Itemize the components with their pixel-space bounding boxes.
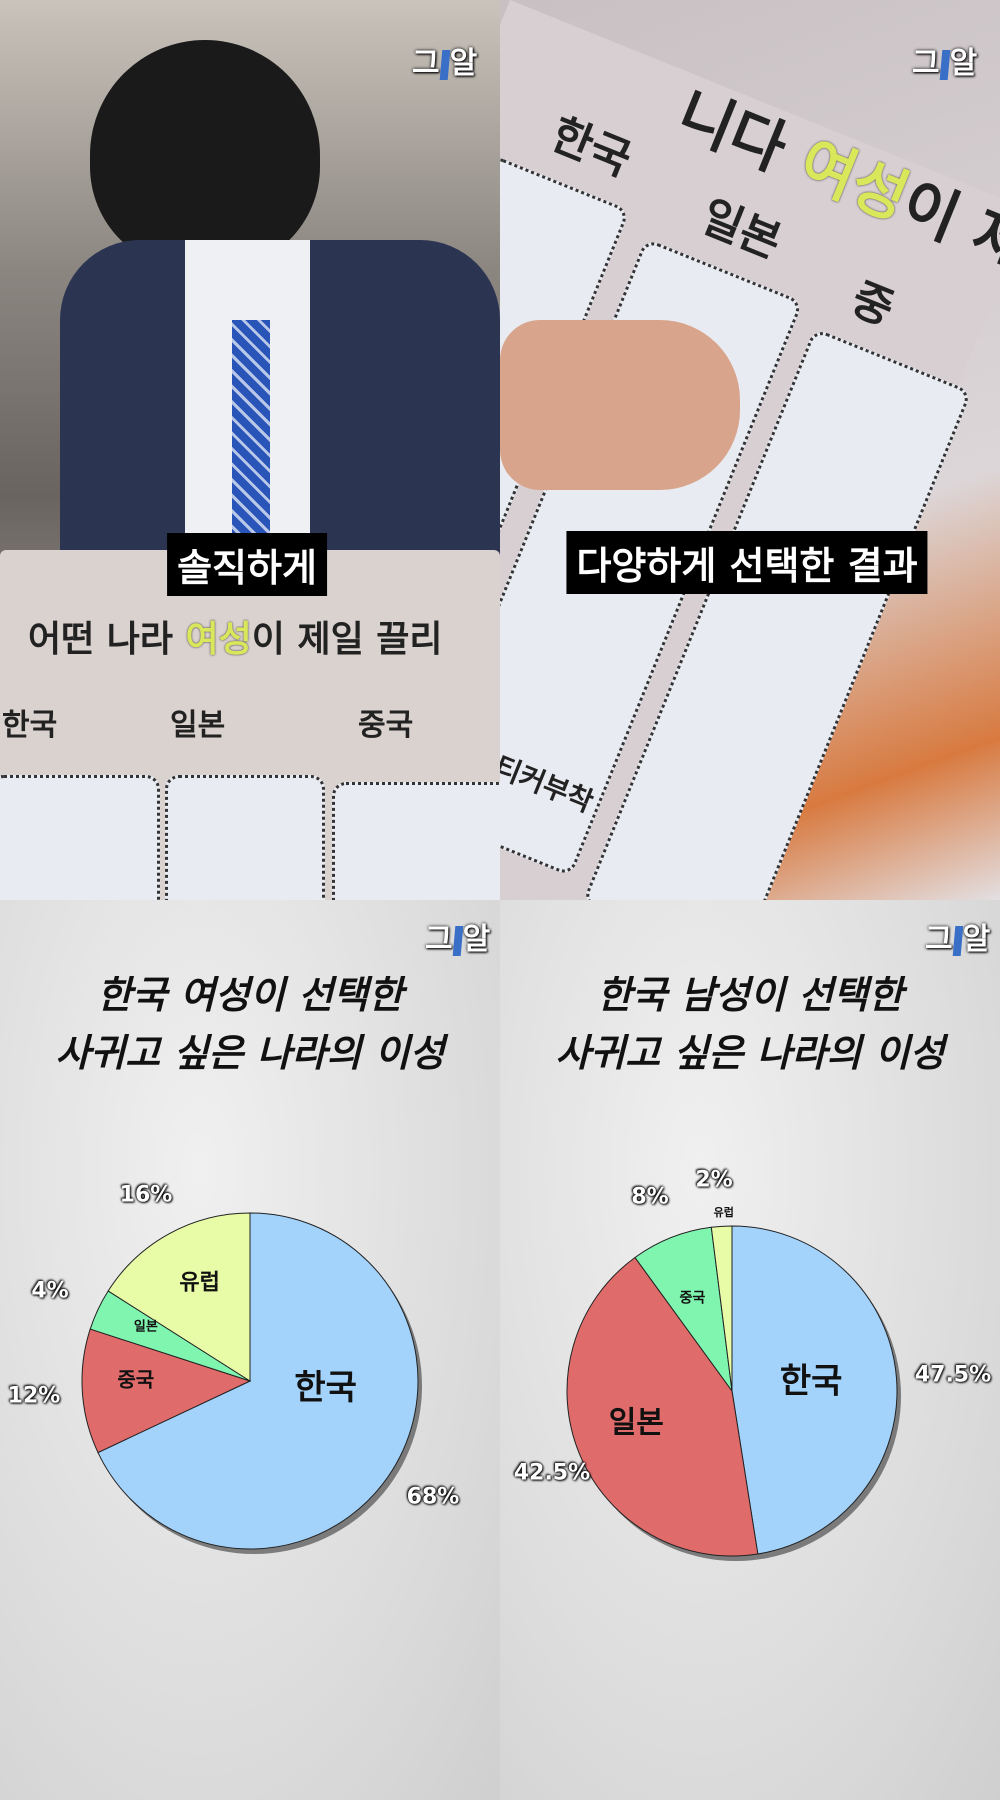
subtitle-caption: 솔직하게	[167, 533, 327, 596]
board-country-japan: 일본	[694, 191, 789, 269]
subtitle-caption: 다양하게 선택한 결과	[566, 531, 928, 594]
pie-slice-label: 한국	[294, 1368, 357, 1408]
sticker-card	[0, 775, 160, 900]
chart-title-line: 사귀고 싶은 나라의 이성	[555, 1031, 945, 1075]
pie-slice-label: 중국	[680, 1291, 706, 1307]
board-country-korea: 한국	[2, 708, 58, 743]
chart-title-line: 한국 남성이 선택한	[596, 973, 904, 1017]
pie-slice-label: 유럽	[179, 1271, 219, 1296]
chart-title-line: 한국 여성이 선택한	[96, 973, 404, 1017]
pct-label-korea: 47.5%	[914, 1362, 992, 1388]
hand	[500, 320, 740, 490]
pie-slice-label: 한국	[780, 1361, 843, 1401]
pie-slice-label: 일본	[134, 1320, 158, 1335]
pie-slice-1	[81, 1328, 252, 1454]
pie-slice-label: 중국	[117, 1368, 154, 1392]
chart-title: 한국 여성이 선택한 사귀고 싶은 나라의 이성	[55, 966, 444, 1082]
board-title: 어떤 나라 여성이 제일 끌리	[28, 619, 443, 660]
sticker-label: 스티커부착	[500, 740, 598, 819]
sticker-card	[165, 775, 325, 900]
person-head	[90, 40, 320, 270]
chart-title-line: 사귀고 싶은 나라의 이성	[55, 1031, 445, 1075]
pie-slice-3	[710, 1225, 733, 1392]
chart-title: 한국 남성이 선택한 사귀고 싶은 나라의 이성	[555, 966, 944, 1082]
survey-board: 어떤 나라 여성이 제일 끌리 한국 일본 중국	[0, 550, 500, 900]
board-title: 니다 여성이 제	[667, 78, 1000, 284]
pct-label-europe: 16%	[119, 1182, 173, 1208]
pie-chart: 한국 중국 일본 유럽	[81, 1212, 422, 1554]
board-country-japan: 일본	[170, 708, 226, 743]
pie-slice-0	[731, 1225, 898, 1555]
pie-slice-1	[566, 1256, 759, 1557]
pct-label-china: 12%	[7, 1383, 61, 1409]
pct-label-china: 8%	[631, 1184, 669, 1210]
pct-label-europe: 2%	[695, 1167, 733, 1193]
board-country-china: 중국	[358, 708, 414, 743]
pie-slice-label: 유럽	[714, 1205, 734, 1219]
sticker-card	[332, 782, 500, 900]
person-tie	[232, 320, 270, 540]
board-country-china: 중	[844, 273, 901, 336]
pct-label-japan: 42.5%	[513, 1460, 591, 1486]
pct-label-japan: 4%	[31, 1278, 69, 1304]
pie-slice-label: 일본	[609, 1406, 664, 1441]
pie-slice-0	[97, 1212, 419, 1550]
pct-label-korea: 68%	[406, 1484, 460, 1510]
pie-slice-3	[107, 1212, 251, 1382]
board-country-korea: 한국	[543, 108, 639, 187]
